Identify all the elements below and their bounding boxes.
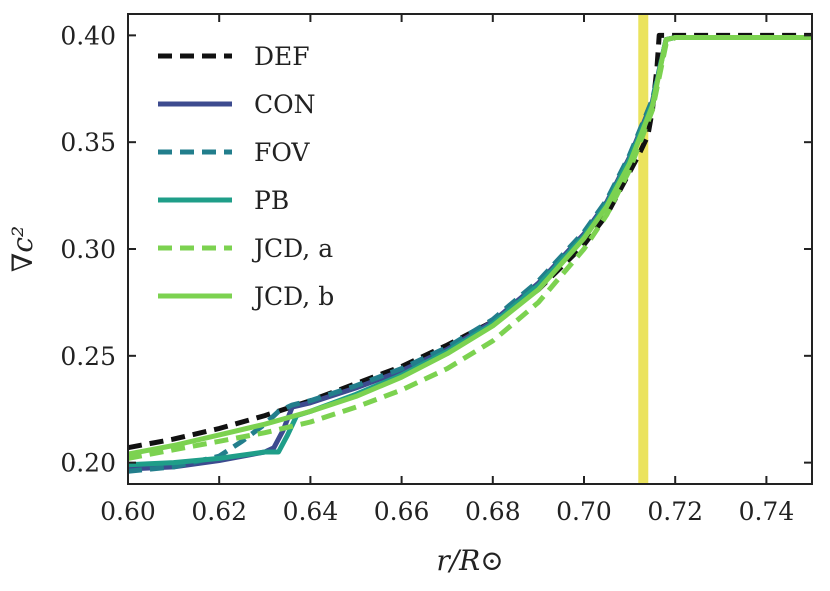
x-tick-label: 0.64: [283, 497, 339, 526]
y-tick-label: 0.35: [60, 128, 116, 157]
x-tick-label: 0.68: [465, 497, 521, 526]
y-tick-label: 0.25: [60, 342, 116, 371]
legend: DEF CON FOV PB JCD, a JCD, b: [158, 42, 334, 311]
y-axis-ticks: 0.20 0.25 0.30 0.35 0.40: [60, 21, 812, 478]
x-axis-ticks: 0.60 0.62 0.64 0.66 0.68 0.70 0.72 0.74: [100, 14, 794, 526]
legend-label-jcd-b: JCD, b: [251, 282, 334, 311]
y-tick-label: 0.40: [60, 21, 116, 50]
legend-label-fov: FOV: [254, 138, 310, 167]
x-tick-label: 0.70: [556, 497, 612, 526]
series-line-jcd-b: [127, 35, 812, 457]
y-tick-label: 0.20: [60, 449, 116, 478]
y-tick-label: 0.30: [60, 235, 116, 264]
x-tick-label: 0.74: [739, 497, 795, 526]
legend-label-con: CON: [254, 90, 316, 119]
series-layer: [127, 32, 812, 474]
legend-label-pb: PB: [254, 186, 289, 215]
y-axis-label: ∇c²: [6, 226, 39, 272]
x-tick-label: 0.62: [191, 497, 247, 526]
legend-label-jcd-a: JCD, a: [251, 234, 333, 263]
legend-label-def: DEF: [254, 42, 310, 71]
x-tick-label: 0.66: [374, 497, 430, 526]
series-line-def: [127, 32, 812, 451]
x-tick-label: 0.60: [100, 497, 156, 526]
x-axis-label: r/R⊙: [436, 544, 503, 577]
x-tick-label: 0.72: [647, 497, 703, 526]
